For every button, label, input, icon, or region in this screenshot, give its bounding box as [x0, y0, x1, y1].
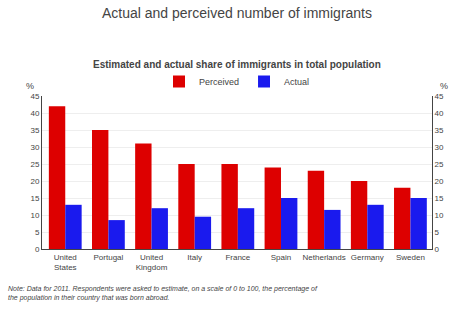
svg-text:20: 20 — [435, 177, 444, 186]
svg-text:%: % — [440, 81, 448, 91]
svg-text:30: 30 — [30, 143, 39, 152]
svg-text:40: 40 — [30, 109, 39, 118]
svg-text:0: 0 — [435, 245, 440, 254]
svg-text:35: 35 — [30, 126, 39, 135]
svg-text:0: 0 — [35, 245, 40, 254]
svg-text:15: 15 — [435, 194, 444, 203]
svg-text:Italy: Italy — [187, 253, 202, 262]
svg-text:UnitedStates: UnitedStates — [54, 253, 77, 272]
svg-text:%: % — [26, 81, 34, 91]
svg-text:10: 10 — [30, 211, 39, 220]
svg-text:Note: Data for 2011. Responden: Note: Data for 2011. Respondents were as… — [8, 285, 318, 302]
svg-text:5: 5 — [35, 228, 40, 237]
svg-text:25: 25 — [30, 160, 39, 169]
svg-text:Spain: Spain — [271, 253, 291, 262]
svg-text:Netherlands: Netherlands — [303, 253, 346, 262]
svg-text:35: 35 — [435, 126, 444, 135]
svg-text:25: 25 — [435, 160, 444, 169]
svg-text:France: France — [225, 253, 250, 262]
svg-text:30: 30 — [435, 143, 444, 152]
svg-text:Germany: Germany — [351, 253, 384, 262]
svg-text:15: 15 — [30, 194, 39, 203]
svg-text:Portugal: Portugal — [94, 253, 124, 262]
svg-text:Perceived: Perceived — [199, 77, 239, 87]
svg-text:Actual and perceived number of: Actual and perceived number of immigrant… — [102, 5, 372, 21]
svg-text:20: 20 — [30, 177, 39, 186]
svg-text:Estimated and actual share of: Estimated and actual share of immigrants… — [93, 59, 381, 70]
svg-text:Actual: Actual — [284, 77, 309, 87]
svg-text:Sweden: Sweden — [396, 253, 425, 262]
svg-text:UnitedKingdom: UnitedKingdom — [136, 253, 168, 272]
svg-text:45: 45 — [435, 92, 444, 101]
svg-text:40: 40 — [435, 109, 444, 118]
svg-text:10: 10 — [435, 211, 444, 220]
svg-text:45: 45 — [30, 92, 39, 101]
svg-text:5: 5 — [435, 228, 440, 237]
